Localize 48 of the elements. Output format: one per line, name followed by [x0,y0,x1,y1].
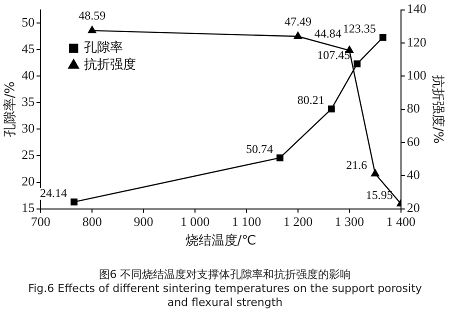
y-tick-label: 50 [22,14,35,30]
legend-label: 抗折强度 [84,56,136,73]
y-tick-label: 30 [22,120,35,136]
y2-tick-label: 100 [406,68,426,83]
caption: 图6 不同烧结温度对支撑体孔隙率和抗折强度的影响 [98,268,352,282]
x-tick-label: 1 300 [334,214,364,230]
y2-axis-title: 抗折强度/% [430,74,446,144]
y2-tick-label: 80 [406,100,420,116]
data-label: 47.49 [284,14,312,29]
x-tick-label: 800 [82,214,102,230]
data-label: 48.59 [78,8,106,23]
y2-tick-label: 120 [406,34,426,50]
data-label: 107.45 [317,48,350,62]
y-tick-label: 35 [22,94,35,110]
data-label: 44.84 [314,26,342,41]
y-axis-title: 孔隙率/% [2,81,18,138]
y-tick-label: 40 [22,68,35,83]
y2-tick-label: 60 [406,134,420,149]
y-tick-label: 15 [22,200,35,216]
x-tick-label: 1 100 [232,214,262,230]
x-tick-label: 1 000 [180,214,210,230]
y2-tick-label: 140 [406,1,426,16]
point [354,60,361,68]
legend-label: 孔隙率 [84,40,124,56]
point [88,26,96,34]
point [70,198,78,206]
x-tick-label: 700 [30,214,50,230]
x-axis-title: 烧结温度/℃ [185,232,256,249]
y-tick-label: 20 [22,174,35,189]
point [328,106,335,112]
x-tick-label: 900 [134,214,154,230]
data-label: 21.6 [346,158,368,172]
point [294,32,302,39]
caption: Fig.6 Effects of different sintering temperatures on the support porosity and flexural strength [27,282,423,310]
data-label: 24.14 [40,186,68,200]
point [276,154,284,162]
y-tick-label: 25 [22,147,35,162]
point [379,34,386,41]
point [371,169,380,176]
x-tick-label: 1 200 [283,214,313,230]
y-tick-label: 45 [22,41,35,56]
y2-tick-label: 40 [406,167,420,182]
x-tick-label: 1 400 [386,214,416,230]
data-label: 15.95 [366,188,393,202]
data-label: 50.74 [246,142,273,156]
y2-tick-label: 20 [406,200,420,216]
data-label: 123.35 [342,22,376,36]
data-label: 80.21 [297,93,324,108]
